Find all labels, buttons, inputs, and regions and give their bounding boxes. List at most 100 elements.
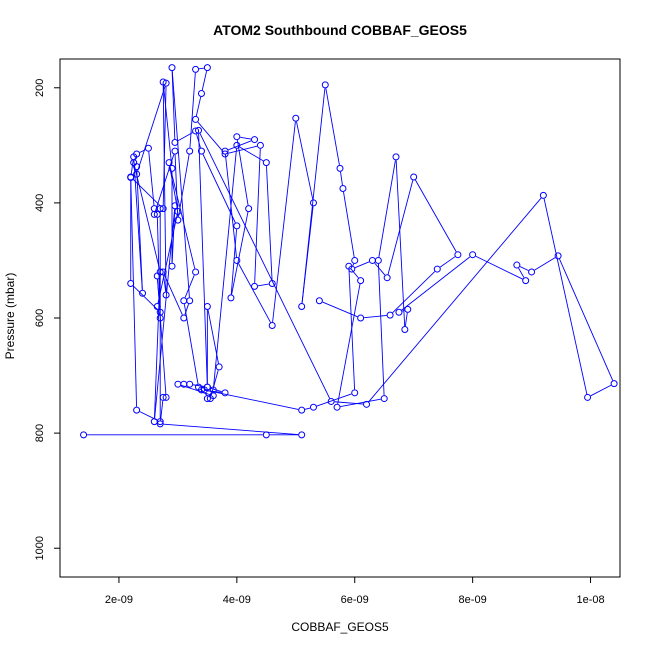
data-point xyxy=(209,386,217,394)
data-point xyxy=(368,256,376,264)
data-point xyxy=(215,363,223,371)
series-line-segment xyxy=(415,179,457,252)
data-point xyxy=(309,403,317,411)
data-point xyxy=(144,144,152,152)
x-tick-label: 1e-08 xyxy=(576,594,604,606)
data-point xyxy=(256,141,264,149)
series-line-segment xyxy=(296,121,314,200)
series-line-segment xyxy=(387,180,414,275)
data-point xyxy=(336,164,344,172)
series-line-segment xyxy=(228,145,258,154)
series-points xyxy=(80,64,618,439)
data-point xyxy=(380,395,388,403)
y-tick-label: 800 xyxy=(34,424,46,442)
series-line-segment xyxy=(171,71,190,298)
y-tick-label: 1000 xyxy=(34,536,46,560)
series-line-segment xyxy=(196,134,201,148)
series-line-segment xyxy=(184,275,195,298)
data-point xyxy=(469,251,477,259)
data-point xyxy=(153,302,161,310)
series-line-segment xyxy=(272,121,296,323)
y-axis-label: Pressure (mbar) xyxy=(3,273,17,360)
data-point xyxy=(401,326,409,334)
series-line-segment xyxy=(395,160,406,327)
data-point xyxy=(513,261,521,269)
series-line-segment xyxy=(266,166,273,280)
data-point xyxy=(539,191,547,199)
series-line-segment xyxy=(163,423,299,436)
series-line-segment xyxy=(148,151,155,206)
series-line-segment xyxy=(352,263,355,266)
data-point xyxy=(192,127,200,135)
series-line-segment xyxy=(213,148,237,387)
data-point xyxy=(333,403,341,411)
series-line-segment xyxy=(439,256,456,268)
series-line-segment xyxy=(401,256,471,311)
series-line-segment xyxy=(134,165,160,269)
series-line-segment xyxy=(350,268,359,279)
data-point xyxy=(174,380,182,388)
data-point xyxy=(174,208,182,216)
data-point xyxy=(127,279,135,287)
series-line-segment xyxy=(164,274,183,315)
data-point xyxy=(233,256,241,264)
series-line-segment xyxy=(130,180,137,407)
data-point xyxy=(251,282,259,290)
series-line-segment xyxy=(163,85,173,165)
data-point xyxy=(180,314,188,322)
series-line-segment xyxy=(340,398,381,408)
y-axis: 200 400 600 800 1000 xyxy=(34,79,60,560)
data-point xyxy=(203,302,211,310)
data-point xyxy=(159,78,167,86)
data-point xyxy=(159,393,167,401)
series-line-segment xyxy=(337,283,361,404)
data-point xyxy=(327,397,335,405)
data-point xyxy=(610,380,618,388)
data-point xyxy=(298,302,306,310)
data-point xyxy=(522,277,530,285)
series-line-segment xyxy=(325,88,340,165)
series-line-segment xyxy=(198,133,208,384)
data-point xyxy=(162,291,170,299)
series-line-segment xyxy=(404,312,408,327)
data-point xyxy=(233,133,241,141)
data-point xyxy=(197,147,205,155)
series-line-segment xyxy=(322,301,358,318)
data-point xyxy=(197,386,205,394)
data-point xyxy=(156,314,164,322)
y-tick-label: 600 xyxy=(34,309,46,327)
series-line-segment xyxy=(334,401,364,405)
series-line-segment xyxy=(201,70,208,91)
series-line-segment xyxy=(238,263,271,323)
data-point xyxy=(130,159,138,167)
data-point xyxy=(351,256,359,264)
series-line-segment xyxy=(343,191,355,258)
series-line-segment xyxy=(154,275,161,419)
series-line-segment xyxy=(254,148,261,283)
data-point xyxy=(386,311,394,319)
series-line-segment xyxy=(475,255,523,280)
chart-title: ATOM2 Southbound COBBAF_GEOS5 xyxy=(213,22,467,38)
series-line-segment xyxy=(374,262,386,276)
x-axis-label: COBBAF_GEOS5 xyxy=(291,620,389,634)
series-line-segment xyxy=(534,257,556,271)
data-point xyxy=(245,205,253,213)
data-point xyxy=(251,136,259,144)
data-point xyxy=(150,205,158,213)
data-point xyxy=(233,141,241,149)
series-line-segment xyxy=(160,400,164,421)
data-point xyxy=(298,406,306,414)
data-point xyxy=(584,393,592,401)
series-line-segment xyxy=(519,266,529,271)
data-point xyxy=(348,265,356,273)
data-point xyxy=(127,173,135,181)
data-point xyxy=(165,159,173,167)
series-line-segment xyxy=(132,179,161,207)
data-point xyxy=(195,126,203,134)
series-line-segment xyxy=(163,275,167,292)
plot-area-frame xyxy=(59,58,621,578)
data-point xyxy=(221,150,229,158)
series-line-segment xyxy=(236,140,249,206)
series-line-segment xyxy=(402,310,405,312)
